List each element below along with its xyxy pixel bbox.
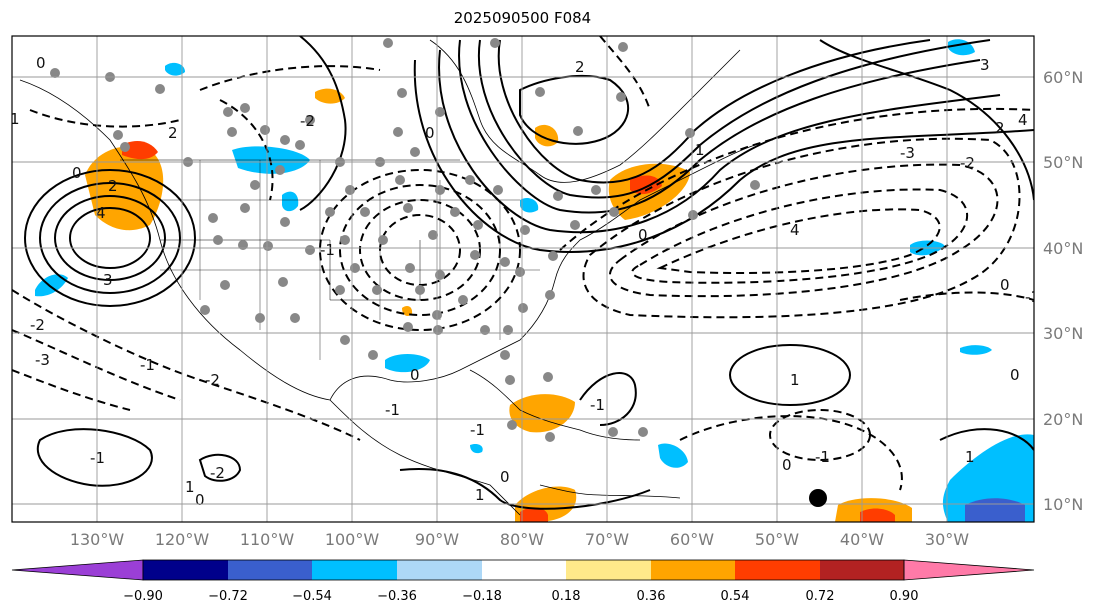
- colorbar-tick-label: −0.72: [208, 589, 248, 604]
- contours-positive: [24, 36, 1034, 510]
- contour-label: -1: [470, 421, 485, 439]
- contour-label: 1: [695, 141, 705, 159]
- contour-label: 0: [425, 124, 435, 142]
- colorbar-tick-label: −0.90: [123, 589, 163, 604]
- colorbar-segment: [312, 560, 397, 580]
- colorbar-tick-label: 0.18: [552, 589, 581, 604]
- colorbar-tick-label: 0.90: [890, 589, 919, 604]
- lon-label: 40°W: [840, 530, 884, 549]
- colorbar-tick-label: 0.36: [637, 589, 666, 604]
- contour-label: -1: [320, 241, 335, 259]
- contour-label: 0: [782, 456, 792, 474]
- contour-label: 0: [1010, 366, 1020, 384]
- contour-label: 3: [103, 271, 113, 289]
- lon-label: 80°W: [500, 530, 544, 549]
- contour-label: 1: [790, 371, 800, 389]
- contour-label: 1: [185, 478, 195, 496]
- map-title: 2025090500 F084: [453, 9, 592, 27]
- contour-label: 1: [475, 486, 485, 504]
- colorbar-tick-label: 0.72: [806, 589, 835, 604]
- lon-label: 120°W: [155, 530, 210, 549]
- contour-label: -2: [205, 371, 220, 389]
- contour-label: -2: [960, 154, 975, 172]
- contours-negative: [12, 36, 1034, 491]
- contour-label: 0: [72, 164, 82, 182]
- contour-label: -2: [30, 316, 45, 334]
- contour-label: 0: [500, 468, 510, 486]
- colorbar-tick-label: −0.18: [462, 589, 502, 604]
- contour-label: 2: [995, 119, 1005, 137]
- contour-label: 0: [36, 54, 46, 72]
- lon-label: 90°W: [415, 530, 459, 549]
- latitude-labels: 60°N 50°N 40°N 30°N 20°N 10°N: [1043, 68, 1083, 514]
- map-border: [11, 35, 1035, 523]
- lon-label: 130°W: [70, 530, 125, 549]
- lon-label: 50°W: [755, 530, 799, 549]
- contour-label: 1: [10, 110, 20, 128]
- colorbar-segment: [482, 560, 566, 580]
- contour-label: -1: [385, 401, 400, 419]
- position-marker: [809, 489, 827, 507]
- colorbar-tick-label: 0.54: [721, 589, 750, 604]
- contour-label: -1: [1025, 288, 1040, 306]
- colorbar-segment: [735, 560, 820, 580]
- colorbar-tick-label: −0.36: [377, 589, 417, 604]
- colorbar: −0.90 −0.72 −0.54 −0.36 −0.18 0.18 0.36 …: [11, 559, 1035, 604]
- contour-label: 4: [1018, 111, 1028, 129]
- contour-label: 3: [980, 56, 990, 74]
- contour-label: 4: [790, 221, 800, 239]
- lat-label: 60°N: [1043, 68, 1083, 87]
- lon-label: 30°W: [925, 530, 969, 549]
- contour-label: -3: [900, 144, 915, 162]
- colorbar-segment: [228, 560, 312, 580]
- contour-label: -1: [815, 448, 830, 466]
- colorbar-extend-low: [11, 559, 144, 581]
- contour-label: -2: [210, 464, 225, 482]
- lat-label: 10°N: [1043, 495, 1083, 514]
- contour-label: -1: [590, 396, 605, 414]
- contour-label: 4: [96, 204, 106, 222]
- colorbar-segment: [566, 560, 651, 580]
- contour-label: 0: [638, 226, 648, 244]
- colorbar-extend-high: [903, 559, 1035, 581]
- colorbar-segment: [820, 560, 904, 580]
- colorbar-segment: [397, 560, 482, 580]
- lat-label: 20°N: [1043, 410, 1083, 429]
- lon-label: 100°W: [325, 530, 380, 549]
- graticule: [12, 36, 1034, 522]
- lon-label: 70°W: [585, 530, 629, 549]
- contour-label: 2: [575, 58, 585, 76]
- lat-label: 30°N: [1043, 324, 1083, 343]
- contour-label: -3: [35, 351, 50, 369]
- contour-label: 0: [410, 366, 420, 384]
- contour-labels: 0 1 2 0 2 4 3 -2 -1 0 2 0 1 -3 -2 4 3 2 …: [10, 54, 1040, 509]
- map-panel: 0 1 2 0 2 4 3 -2 -1 0 2 0 1 -3 -2 4 3 2 …: [10, 36, 1040, 522]
- lat-label: 40°N: [1043, 239, 1083, 258]
- contour-label: 0: [1000, 276, 1010, 294]
- contour-label: 1: [965, 448, 975, 466]
- contour-label: -2: [300, 112, 315, 130]
- contour-label: -1: [90, 449, 105, 467]
- colorbar-segment: [143, 560, 228, 580]
- lat-label: 50°N: [1043, 153, 1083, 172]
- lon-label: 110°W: [240, 530, 295, 549]
- contour-label: 2: [168, 124, 178, 142]
- contour-label: 2: [108, 177, 118, 195]
- colorbar-tick-label: −0.54: [292, 589, 332, 604]
- lon-label: 60°W: [670, 530, 714, 549]
- colorbar-segment: [651, 560, 735, 580]
- contour-label: 0: [195, 491, 205, 509]
- contour-label: -1: [140, 356, 155, 374]
- longitude-labels: 130°W 120°W 110°W 100°W 90°W 80°W 70°W 6…: [70, 530, 969, 549]
